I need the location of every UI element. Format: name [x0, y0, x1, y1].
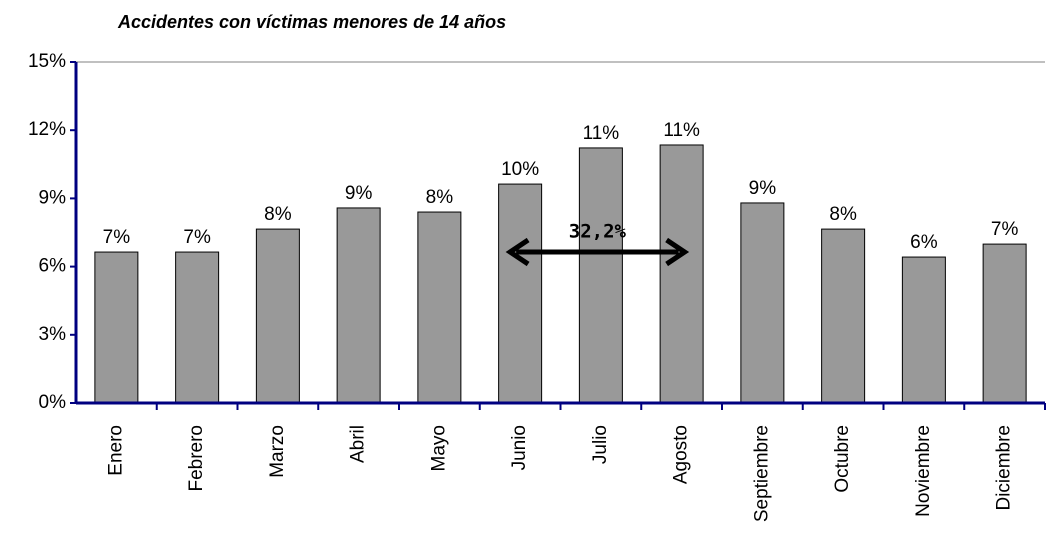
x-tick-label: Mayo [428, 425, 449, 471]
annotation: 32,2% [569, 221, 627, 243]
bar [175, 251, 220, 404]
value-label: 9% [345, 183, 373, 204]
value-label: 8% [264, 204, 292, 225]
x-tick-label: Agosto [671, 425, 692, 484]
x-tick-label: Abril [348, 425, 369, 463]
y-tick-label: 3% [39, 324, 67, 345]
x-tick-label: Junio [509, 425, 530, 470]
bar [417, 211, 462, 404]
x-tick-label: Marzo [267, 425, 288, 478]
bar [659, 144, 704, 404]
value-label: 10% [501, 159, 539, 180]
bar [498, 183, 543, 404]
x-tick-label: Febrero [186, 425, 207, 492]
x-tick-label: Septiembre [751, 425, 772, 522]
value-label: 11% [583, 123, 620, 144]
value-label: 7% [103, 227, 131, 248]
y-tick-label: 12% [28, 119, 66, 140]
value-label: 6% [910, 232, 938, 253]
x-tick-label: Diciembre [994, 425, 1015, 511]
y-tick-label: 15% [28, 51, 66, 72]
y-tick-label: 0% [39, 392, 67, 413]
arrow-head [505, 237, 530, 267]
bar [740, 202, 785, 404]
bar [982, 243, 1027, 404]
y-tick-label: 9% [39, 187, 67, 208]
x-tick-label: Octubre [832, 425, 853, 493]
bar [578, 147, 623, 404]
chart-title: Accidentes con víctimas menores de 14 añ… [117, 12, 506, 32]
x-tick-label: Julio [590, 425, 611, 464]
value-label: 7% [991, 219, 1019, 240]
bar [336, 207, 381, 404]
bar [901, 256, 946, 404]
bar [255, 228, 300, 404]
arrow-head [665, 237, 690, 267]
value-label: 8% [829, 204, 857, 225]
value-label: 9% [749, 178, 777, 199]
bar [821, 228, 866, 404]
value-label: 8% [426, 187, 454, 208]
y-tick-label: 6% [39, 256, 67, 277]
x-tick-label: Noviembre [913, 425, 934, 517]
x-tick-label: Enero [105, 425, 126, 476]
bar [94, 251, 139, 404]
value-label: 7% [183, 227, 211, 248]
value-label: 11% [663, 120, 700, 141]
